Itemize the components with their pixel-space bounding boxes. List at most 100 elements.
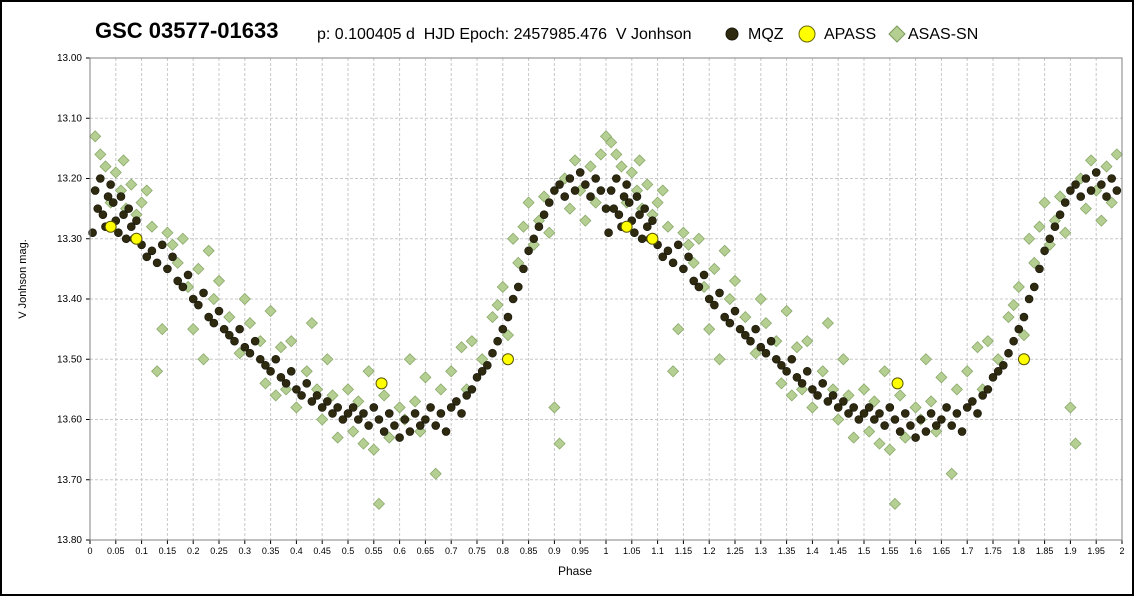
- asas-sn-point: [145, 220, 158, 233]
- mqz-point: [916, 415, 926, 424]
- mqz-point: [993, 366, 1003, 376]
- mqz-point: [854, 415, 864, 424]
- asas-sn-point: [192, 262, 205, 275]
- mqz-point: [983, 385, 993, 394]
- asas-sn-point: [723, 292, 736, 306]
- mqz-point: [614, 210, 624, 219]
- x-tick-label: 1.6: [909, 546, 922, 556]
- asas-sn-point: [888, 497, 902, 510]
- mqz-point: [493, 336, 502, 346]
- chart-title: GSC 03577-01633: [95, 18, 279, 43]
- mqz-point: [483, 360, 492, 370]
- legend-label: MQZ: [748, 26, 784, 43]
- mqz-point: [720, 312, 729, 322]
- x-tick-label: 1: [603, 546, 608, 556]
- asas-sn-point: [378, 389, 391, 402]
- mqz-point: [529, 234, 539, 244]
- mqz-point: [405, 427, 415, 436]
- x-tick-label: 0.1: [135, 546, 148, 556]
- apass-point: [620, 220, 633, 233]
- x-tick-label: 1.7: [961, 546, 974, 556]
- asas-sn-point: [300, 365, 313, 378]
- asas-sn-point: [785, 389, 798, 402]
- mqz-point: [635, 210, 644, 219]
- asas-sn-point: [372, 497, 386, 510]
- chart-subtitle: p: 0.100405 d HJD Epoch: 2457985.476 V J…: [317, 26, 692, 43]
- mqz-point: [926, 409, 936, 418]
- mqz-point: [214, 306, 224, 316]
- mqz-point: [364, 421, 373, 430]
- x-tick-label: 1.5: [858, 546, 871, 556]
- asas-sn-point: [873, 437, 886, 450]
- mqz-point: [952, 409, 962, 418]
- x-tick-label: 0: [87, 546, 92, 556]
- mqz-point: [1019, 312, 1029, 322]
- y-tick-label: 13.60: [57, 415, 82, 426]
- mqz-point: [1029, 282, 1039, 292]
- mqz-point: [116, 192, 126, 201]
- mqz-point: [937, 415, 946, 424]
- asas-sn-point: [1002, 311, 1015, 324]
- mqz-point: [467, 385, 477, 394]
- x-tick-label: 1.65: [933, 546, 951, 556]
- mqz-point: [1076, 192, 1086, 201]
- mqz-point: [818, 379, 828, 388]
- asas-sn-point: [894, 389, 907, 402]
- mqz-point: [560, 192, 570, 201]
- asas-sn-point: [1069, 437, 1082, 450]
- asas-sn-point: [274, 341, 287, 354]
- mqz-point: [808, 385, 817, 394]
- asas-sn-point: [434, 383, 447, 396]
- asas-sn-point: [759, 317, 773, 330]
- x-tick-label: 1.05: [623, 546, 641, 556]
- asas-sn-point: [243, 317, 257, 330]
- mqz-point: [1024, 294, 1034, 304]
- asas-sn-point: [517, 220, 530, 233]
- asas-sn-point: [633, 154, 646, 167]
- asas-sn-point: [672, 323, 685, 336]
- series-mqz: [88, 168, 1122, 442]
- mqz-point: [379, 427, 389, 436]
- asas-sn-point: [677, 226, 690, 239]
- mqz-point: [604, 228, 613, 238]
- asas-sn-point: [837, 353, 850, 366]
- mqz-point: [436, 409, 446, 418]
- mqz-point: [890, 415, 900, 424]
- mqz-point: [828, 391, 838, 400]
- mqz-point: [142, 252, 152, 262]
- asas-sn-point: [1110, 148, 1123, 161]
- mqz-point: [999, 360, 1008, 370]
- mqz-point: [694, 282, 704, 292]
- asas-sn-point: [754, 292, 767, 306]
- asas-sn-point: [775, 377, 788, 390]
- legend-label: ASAS-SN: [908, 26, 979, 43]
- mqz-point: [648, 216, 657, 225]
- mqz-point: [1035, 264, 1044, 274]
- mqz-point: [730, 306, 740, 316]
- asas-sn-point: [945, 467, 958, 480]
- asas-sn-point: [950, 383, 963, 396]
- asas-sn-point: [264, 304, 277, 318]
- asas-sn-point: [285, 335, 298, 348]
- asas-sn-point: [801, 335, 814, 348]
- x-tick-label: 0.8: [497, 546, 510, 556]
- x-tick-label: 1.4: [806, 546, 819, 556]
- asas-sn-point: [151, 365, 164, 378]
- x-tick-label: 1.8: [1013, 546, 1026, 556]
- mqz-point: [895, 427, 905, 436]
- circle-marker-icon: [725, 27, 739, 41]
- asas-sn-point: [207, 292, 220, 306]
- mqz-point: [797, 379, 807, 388]
- mqz-point: [103, 192, 113, 201]
- mqz-point: [1071, 180, 1080, 189]
- mqz-point: [544, 198, 554, 207]
- asas-sn-point: [1012, 280, 1025, 294]
- asas-sn-point: [847, 431, 860, 444]
- mqz-point: [421, 415, 430, 424]
- mqz-point: [823, 397, 833, 406]
- mqz-point: [642, 222, 652, 231]
- asas-sn-point: [1033, 220, 1046, 233]
- mqz-point: [684, 252, 693, 262]
- mqz-point: [209, 318, 219, 328]
